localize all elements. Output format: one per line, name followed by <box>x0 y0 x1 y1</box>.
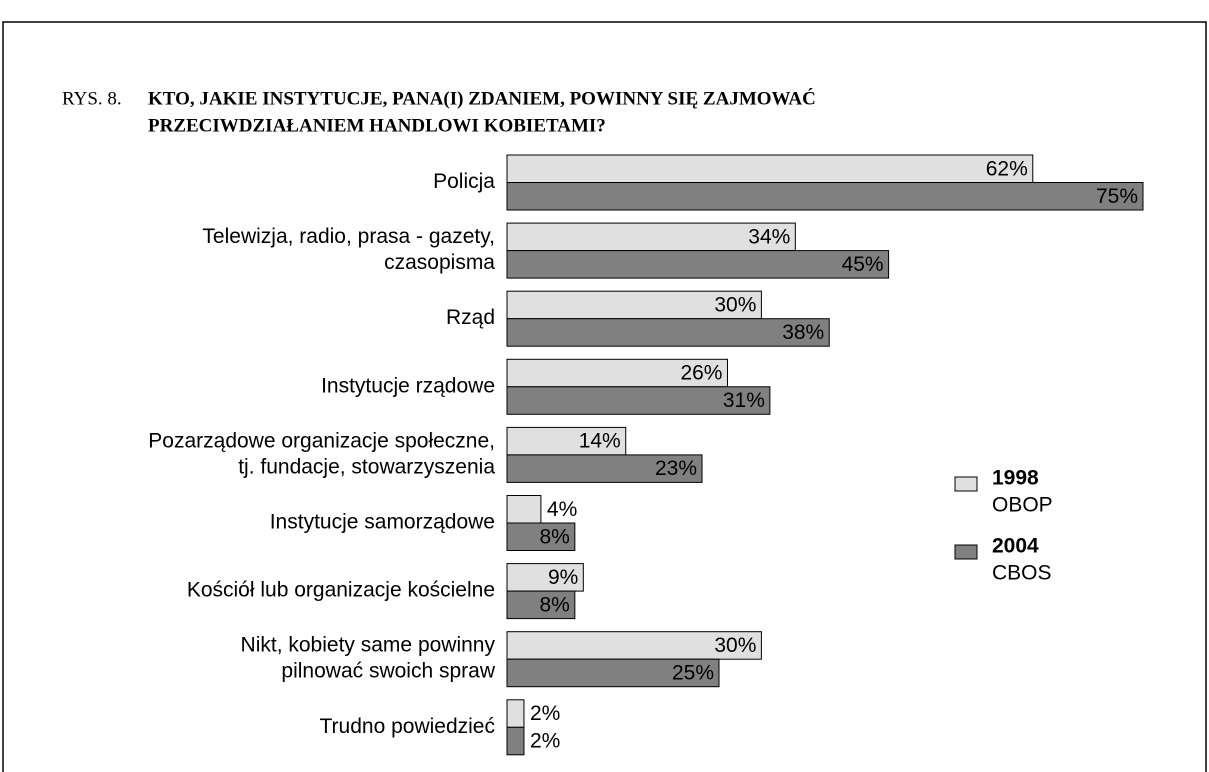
value-label: 9% <box>548 566 578 589</box>
value-label: 30% <box>714 634 756 657</box>
category-label: Nikt, kobiety same powinny <box>241 634 496 657</box>
category-label: Pozarządowe organizacje społeczne, <box>148 429 495 452</box>
bar <box>506 154 1034 183</box>
value-label: 14% <box>579 430 621 453</box>
legend-source: CBOS <box>992 562 1052 585</box>
value-label: 45% <box>842 253 884 276</box>
bar <box>506 726 525 756</box>
value-label: 26% <box>680 362 722 385</box>
category-label: Trudno powiedzieć <box>320 715 496 738</box>
category-label: Telewizja, radio, prasa - gazety, <box>202 225 495 248</box>
value-label: 2% <box>530 730 560 753</box>
category-label: Rząd <box>446 306 495 329</box>
bar <box>506 318 830 347</box>
bar <box>506 454 703 483</box>
bar <box>506 590 576 620</box>
value-label: 34% <box>748 225 790 248</box>
value-label: 75% <box>1096 185 1138 208</box>
bar <box>506 699 525 728</box>
legend-label: 1998 <box>992 467 1039 490</box>
chart-title: PRZECIWDZIAŁANIEM HANDLOWI KOBIETAMI? <box>148 115 606 136</box>
category-label: Instytucje rządowe <box>321 374 495 397</box>
bar <box>506 386 771 415</box>
chart-title: KTO, JAKIE INSTYTUCJE, PANA(I) ZDANIEM, … <box>148 87 816 109</box>
value-label: 38% <box>782 321 824 344</box>
legend-label: 2004 <box>992 535 1039 558</box>
bar <box>506 495 542 524</box>
value-label: 30% <box>714 293 756 316</box>
category-label: Kościół lub organizacje kościelne <box>187 579 495 602</box>
legend-swatch <box>954 544 978 560</box>
value-label: 25% <box>672 661 714 684</box>
value-label: 62% <box>986 157 1028 180</box>
category-label: Instytucje samorządowe <box>270 511 495 534</box>
frame <box>2 21 1207 772</box>
value-label: 2% <box>530 702 560 725</box>
value-label: 8% <box>539 525 569 548</box>
figure-label: RYS. 8. <box>62 88 122 109</box>
bar <box>506 563 584 592</box>
value-label: 23% <box>655 457 697 480</box>
legend-swatch <box>954 476 978 492</box>
bar <box>506 522 576 551</box>
category-label: tj. fundacje, stowarzyszenia <box>238 455 495 478</box>
bar <box>506 658 720 688</box>
bar <box>506 182 1144 211</box>
category-label: Policja <box>433 170 495 193</box>
value-label: 4% <box>547 498 577 521</box>
value-label: 8% <box>539 593 569 616</box>
bar <box>506 426 627 456</box>
bar <box>506 250 890 279</box>
value-label: 31% <box>723 389 765 412</box>
bar <box>506 631 762 660</box>
legend-source: OBOP <box>992 494 1053 517</box>
category-label: czasopisma <box>384 251 495 274</box>
category-label: pilnować swoich spraw <box>281 660 495 683</box>
bar <box>506 290 762 320</box>
